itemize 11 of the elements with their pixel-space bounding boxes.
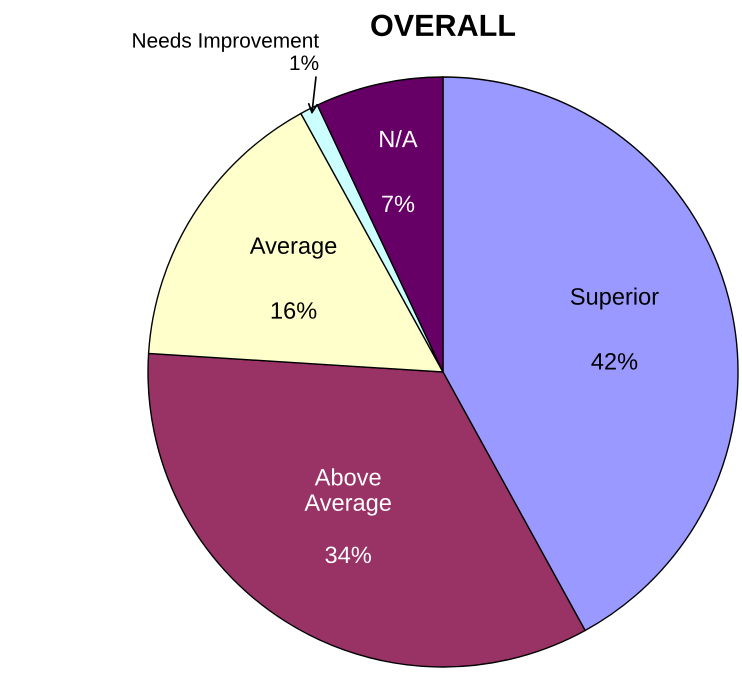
data-label: 1% <box>290 56 318 70</box>
data-label: 42% <box>591 353 638 370</box>
slice-label: Average <box>250 238 336 259</box>
data-label: 34% <box>325 546 371 564</box>
data-label: 7% <box>382 196 414 212</box>
slice-label: Needs Improvement <box>133 32 319 52</box>
slice-label: Superior <box>570 287 659 310</box>
slice-label: Above Average <box>304 468 391 516</box>
slice-label: N/A <box>380 130 418 148</box>
data-label: 16% <box>272 302 316 319</box>
chart-title: OVERALL <box>371 14 516 36</box>
